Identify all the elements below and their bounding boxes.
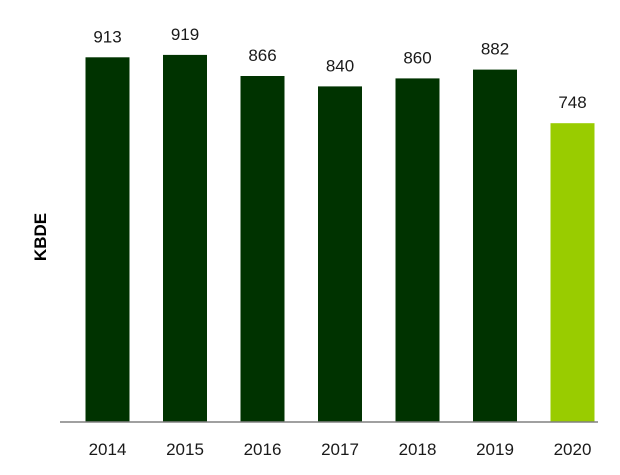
bar-2014 <box>85 57 130 423</box>
data-label-2014: 913 <box>93 27 121 46</box>
x-tick-label-2014: 2014 <box>89 440 127 459</box>
x-tick-label-2016: 2016 <box>244 440 282 459</box>
bar-2020 <box>550 123 595 422</box>
bars-group <box>85 54 595 423</box>
x-tick-label-2019: 2019 <box>476 440 514 459</box>
data-label-2019: 882 <box>481 40 509 59</box>
data-label-2020: 748 <box>558 93 586 112</box>
data-label-2016: 866 <box>248 46 276 65</box>
data-label-2018: 860 <box>403 48 431 67</box>
bar-2019 <box>473 69 517 422</box>
data-labels-group: 913 919 866 840 860 882 748 <box>93 25 586 112</box>
data-label-2017: 840 <box>326 56 354 75</box>
y-axis-label: KBDE <box>31 213 50 261</box>
bar-2018 <box>395 78 440 423</box>
x-tick-label-2020: 2020 <box>554 440 592 459</box>
data-label-2015: 919 <box>171 25 199 44</box>
bar-2017 <box>318 86 362 423</box>
x-tick-label-2018: 2018 <box>399 440 437 459</box>
x-tick-label-2015: 2015 <box>166 440 204 459</box>
x-tick-labels-group: 2014 2015 2016 2017 2018 2019 2020 <box>89 440 592 459</box>
bar-2015 <box>163 54 207 423</box>
bar-2016 <box>240 76 285 422</box>
x-tick-label-2017: 2017 <box>321 440 359 459</box>
